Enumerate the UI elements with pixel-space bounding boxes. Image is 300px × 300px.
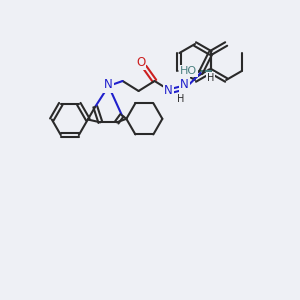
Text: N: N bbox=[180, 79, 189, 92]
Text: N: N bbox=[104, 79, 113, 92]
Text: HO: HO bbox=[180, 66, 197, 76]
Text: H: H bbox=[177, 94, 184, 104]
Text: N: N bbox=[164, 83, 173, 97]
Text: H: H bbox=[207, 73, 214, 83]
Text: O: O bbox=[136, 56, 145, 68]
